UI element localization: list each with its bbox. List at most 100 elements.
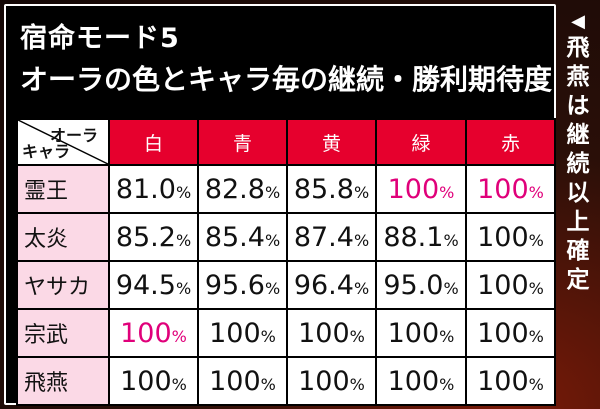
value-percent-sign: % bbox=[439, 326, 455, 346]
value-percent-sign: % bbox=[528, 278, 544, 298]
value-cell: 100% bbox=[286, 356, 377, 406]
value-cell: 100% bbox=[465, 212, 556, 262]
value-percent-sign: % bbox=[264, 182, 281, 202]
triangle-left-icon: ◀ bbox=[571, 11, 585, 32]
value-percent-sign: % bbox=[528, 374, 544, 394]
row-label: 飛燕 bbox=[16, 356, 110, 406]
info-panel: 宿命モード5 オーラの色とキャラ毎の継続・勝利期待度 オーラ キャラ 白 青 黄… bbox=[4, 4, 556, 406]
value-number: 85.8 bbox=[293, 173, 354, 205]
corner-cell: オーラ キャラ bbox=[16, 118, 110, 166]
value-cell: 100% bbox=[197, 356, 288, 406]
value-percent-sign: % bbox=[264, 230, 281, 250]
table-row: 霊王 81.0% 82.8% 85.8% 100% 100% bbox=[16, 164, 556, 214]
value-cell: 100% bbox=[465, 164, 556, 214]
value-cell: 100% bbox=[108, 308, 199, 358]
value-number: 94.5 bbox=[115, 269, 176, 301]
value-cell: 94.5% bbox=[108, 260, 199, 310]
value-number: 100 bbox=[298, 317, 350, 349]
value-number: 82.8 bbox=[204, 173, 265, 205]
value-cell: 100% bbox=[375, 308, 467, 358]
table-row: 飛燕 100% 100% 100% 100% 100% bbox=[16, 356, 556, 406]
value-percent-sign: % bbox=[353, 230, 370, 250]
value-number: 100 bbox=[477, 221, 529, 253]
probability-table: オーラ キャラ 白 青 黄 緑 赤 霊王 81.0% 82.8% 85.8% 100% 1… bbox=[16, 118, 556, 406]
corner-diagonal bbox=[18, 120, 108, 164]
corner-chara-label: キャラ bbox=[22, 142, 71, 161]
value-percent-sign: % bbox=[264, 278, 281, 298]
value-cell: 85.4% bbox=[197, 212, 288, 262]
value-cell: 95.0% bbox=[375, 260, 467, 310]
value-percent-sign: % bbox=[349, 374, 365, 394]
value-percent-sign: % bbox=[439, 374, 455, 394]
table-row: ヤサカ 94.5% 95.6% 96.4% 95.0% 100% bbox=[16, 260, 556, 310]
value-percent-sign: % bbox=[439, 182, 455, 202]
value-percent-sign: % bbox=[175, 230, 192, 250]
corner-aura-label: オーラ bbox=[49, 126, 98, 145]
value-number: 100 bbox=[387, 173, 440, 205]
value-number: 88.1 bbox=[383, 221, 444, 253]
value-number: 100 bbox=[298, 365, 350, 397]
side-note: ◀ 飛燕は継続以上確定 bbox=[562, 10, 594, 295]
value-number: 100 bbox=[477, 365, 529, 397]
value-cell: 85.2% bbox=[108, 212, 199, 262]
row-label: 霊王 bbox=[16, 164, 110, 214]
value-percent-sign: % bbox=[528, 182, 544, 202]
value-number: 96.4 bbox=[293, 269, 354, 301]
col-header-red: 赤 bbox=[465, 118, 556, 166]
value-number: 100 bbox=[477, 173, 529, 205]
value-number: 100 bbox=[387, 365, 440, 397]
header-row: オーラ キャラ 白 青 黄 緑 赤 bbox=[16, 118, 556, 166]
value-number: 87.4 bbox=[293, 221, 354, 253]
value-cell: 100% bbox=[375, 356, 467, 406]
value-percent-sign: % bbox=[175, 278, 192, 298]
value-number: 100 bbox=[209, 317, 261, 349]
col-header-blue: 青 bbox=[197, 118, 288, 166]
value-cell: 100% bbox=[465, 308, 556, 358]
value-cell: 87.4% bbox=[286, 212, 377, 262]
value-number: 100 bbox=[477, 317, 529, 349]
row-label: 太炎 bbox=[16, 212, 110, 262]
title-subtitle: オーラの色とキャラ毎の継続・勝利期待度 bbox=[20, 63, 553, 96]
value-number: 100 bbox=[477, 269, 529, 301]
value-cell: 95.6% bbox=[197, 260, 288, 310]
side-note-text: 飛燕は継続以上確定 bbox=[566, 35, 590, 293]
value-number: 100 bbox=[120, 317, 172, 349]
value-cell: 82.8% bbox=[197, 164, 288, 214]
value-cell: 100% bbox=[197, 308, 288, 358]
value-number: 95.0 bbox=[383, 269, 444, 301]
value-cell: 100% bbox=[465, 356, 556, 406]
value-percent-sign: % bbox=[528, 326, 544, 346]
value-cell: 96.4% bbox=[286, 260, 377, 310]
value-cell: 88.1% bbox=[375, 212, 467, 262]
value-percent-sign: % bbox=[353, 182, 370, 202]
value-percent-sign: % bbox=[175, 182, 192, 202]
value-cell: 85.8% bbox=[286, 164, 377, 214]
value-percent-sign: % bbox=[353, 278, 370, 298]
value-number: 95.6 bbox=[204, 269, 265, 301]
value-number: 85.2 bbox=[115, 221, 176, 253]
value-cell: 100% bbox=[465, 260, 556, 310]
value-percent-sign: % bbox=[260, 326, 276, 346]
value-percent-sign: % bbox=[443, 230, 459, 250]
value-percent-sign: % bbox=[443, 278, 459, 298]
table-row: 太炎 85.2% 85.4% 87.4% 88.1% 100% bbox=[16, 212, 556, 262]
value-number: 100 bbox=[387, 317, 440, 349]
value-percent-sign: % bbox=[528, 230, 544, 250]
value-number: 100 bbox=[209, 365, 261, 397]
title-mode: 宿命モード5 bbox=[20, 23, 180, 54]
value-percent-sign: % bbox=[171, 374, 187, 394]
col-header-yellow: 黄 bbox=[286, 118, 377, 166]
value-cell: 100% bbox=[286, 308, 377, 358]
value-number: 81.0 bbox=[115, 173, 176, 205]
col-header-white: 白 bbox=[108, 118, 199, 166]
value-cell: 100% bbox=[108, 356, 199, 406]
value-cell: 81.0% bbox=[108, 164, 199, 214]
row-label: 宗武 bbox=[16, 308, 110, 358]
table-row: 宗武 100% 100% 100% 100% 100% bbox=[16, 308, 556, 358]
value-percent-sign: % bbox=[171, 326, 187, 346]
col-header-green: 緑 bbox=[375, 118, 467, 166]
value-percent-sign: % bbox=[349, 326, 365, 346]
value-number: 85.4 bbox=[204, 221, 265, 253]
value-cell: 100% bbox=[375, 164, 467, 214]
